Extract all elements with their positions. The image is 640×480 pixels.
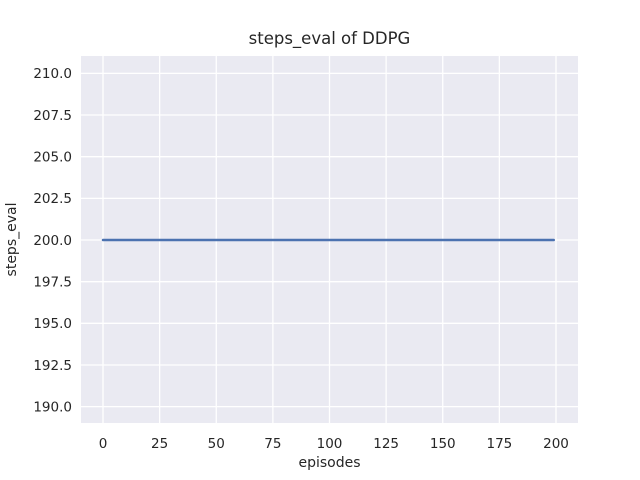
x-tick-label: 75 xyxy=(264,436,281,452)
x-axis-label: episodes xyxy=(298,455,360,471)
y-axis-label: steps_eval xyxy=(4,203,20,277)
x-tick-label: 200 xyxy=(543,436,569,452)
x-tick-label: 0 xyxy=(99,436,108,452)
y-tick-label: 210.0 xyxy=(33,66,72,82)
y-tick-label: 207.5 xyxy=(33,108,72,124)
y-tick-label: 190.0 xyxy=(33,399,72,415)
y-tick-label: 192.5 xyxy=(33,358,72,374)
x-tick-label: 175 xyxy=(486,436,512,452)
y-tick-label: 202.5 xyxy=(33,191,72,207)
x-tick-label: 125 xyxy=(373,436,399,452)
y-tick-label: 205.0 xyxy=(33,149,72,165)
x-tick-label: 150 xyxy=(430,436,456,452)
x-tick-label: 25 xyxy=(151,436,168,452)
y-tick-label: 200.0 xyxy=(33,233,72,249)
y-tick-label: 197.5 xyxy=(33,274,72,290)
chart-title: steps_eval of DDPG xyxy=(249,29,411,49)
x-tick-labels: 0 25 50 75 100 125 150 175 200 xyxy=(99,436,569,452)
y-tick-label: 195.0 xyxy=(33,316,72,332)
x-tick-label: 50 xyxy=(208,436,225,452)
y-tick-labels: 190.0 192.5 195.0 197.5 200.0 202.5 205.0 207.5… xyxy=(33,66,72,415)
x-tick-label: 100 xyxy=(317,436,343,452)
